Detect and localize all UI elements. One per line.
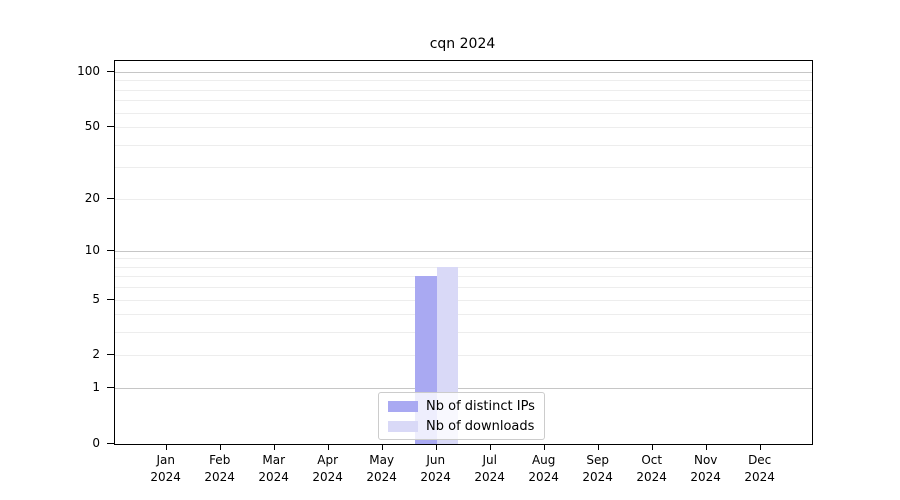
x-tick-label: Mar 2024 xyxy=(258,453,289,484)
y-tick-label: 2 xyxy=(92,347,100,362)
y-tick-label: 1 xyxy=(92,380,100,395)
y-axis-tick xyxy=(107,249,114,251)
x-tick-label: Jun 2024 xyxy=(420,453,451,484)
y-axis-tick xyxy=(107,298,114,300)
y-axis-tick xyxy=(107,71,114,72)
y-axis-tick xyxy=(107,197,114,199)
y-axis-tick xyxy=(107,387,114,389)
x-axis-tick xyxy=(543,444,545,450)
gridline-minor xyxy=(115,89,812,91)
x-tick-label: May 2024 xyxy=(366,453,397,484)
y-axis-tick xyxy=(107,126,114,128)
x-axis-tick xyxy=(219,444,221,450)
y-tick-label: 10 xyxy=(84,242,100,257)
gridline-minor xyxy=(115,144,812,146)
x-tick-label: Sep 2024 xyxy=(582,453,613,484)
legend: Nb of distinct IPs Nb of downloads xyxy=(378,392,545,440)
chart-title: cqn 2024 xyxy=(429,36,496,52)
gridline-minor xyxy=(115,314,812,316)
x-tick-label: Aug 2024 xyxy=(528,453,559,484)
legend-entry-downloads: Nb of downloads xyxy=(388,418,535,434)
gridline-minor xyxy=(115,355,812,357)
gridline-minor xyxy=(115,127,812,129)
gridline-minor xyxy=(115,167,812,169)
x-axis-tick xyxy=(435,444,437,450)
gridline-minor xyxy=(115,258,812,260)
legend-swatch-downloads xyxy=(388,420,418,432)
legend-entry-distinct-ips: Nb of distinct IPs xyxy=(388,398,535,414)
y-tick-label: 5 xyxy=(92,291,100,306)
y-tick-label: 20 xyxy=(84,190,100,205)
gridline-major xyxy=(115,250,812,252)
x-axis-tick xyxy=(327,444,329,450)
gridline-major xyxy=(115,388,812,390)
plot-area xyxy=(114,60,813,445)
legend-label-distinct-ips: Nb of distinct IPs xyxy=(426,398,535,414)
y-tick-label: 100 xyxy=(77,64,100,78)
y-axis-tick xyxy=(107,443,114,444)
x-tick-label: Apr 2024 xyxy=(312,453,343,484)
y-axis-tick xyxy=(107,354,114,356)
legend-swatch-distinct-ips xyxy=(388,400,418,412)
gridline-minor xyxy=(115,198,812,200)
gridline-minor xyxy=(115,276,812,278)
gridline-minor xyxy=(115,112,812,114)
x-axis-tick xyxy=(273,444,275,450)
gridline-minor xyxy=(115,332,812,334)
x-axis-tick xyxy=(165,444,167,450)
x-tick-label: Jul 2024 xyxy=(474,453,505,484)
gridline-minor xyxy=(115,80,812,82)
gridline-major xyxy=(115,72,812,73)
x-axis-tick xyxy=(597,444,599,450)
x-axis-tick xyxy=(651,444,653,450)
y-tick-label: 50 xyxy=(84,119,100,134)
x-axis-tick xyxy=(705,444,707,450)
gridline-minor xyxy=(115,100,812,102)
gridline-minor xyxy=(115,287,812,289)
x-tick-label: Jan 2024 xyxy=(150,453,181,484)
gridline-minor xyxy=(115,299,812,301)
x-axis-tick xyxy=(381,444,383,450)
x-tick-label: Feb 2024 xyxy=(204,453,235,484)
x-axis-tick xyxy=(759,444,761,450)
legend-label-downloads: Nb of downloads xyxy=(426,418,535,434)
x-tick-label: Dec 2024 xyxy=(744,453,775,484)
y-tick-label: 0 xyxy=(92,436,100,450)
gridline-minor xyxy=(115,266,812,268)
x-tick-label: Oct 2024 xyxy=(636,453,667,484)
x-axis-tick xyxy=(489,444,491,450)
x-tick-label: Nov 2024 xyxy=(690,453,721,484)
